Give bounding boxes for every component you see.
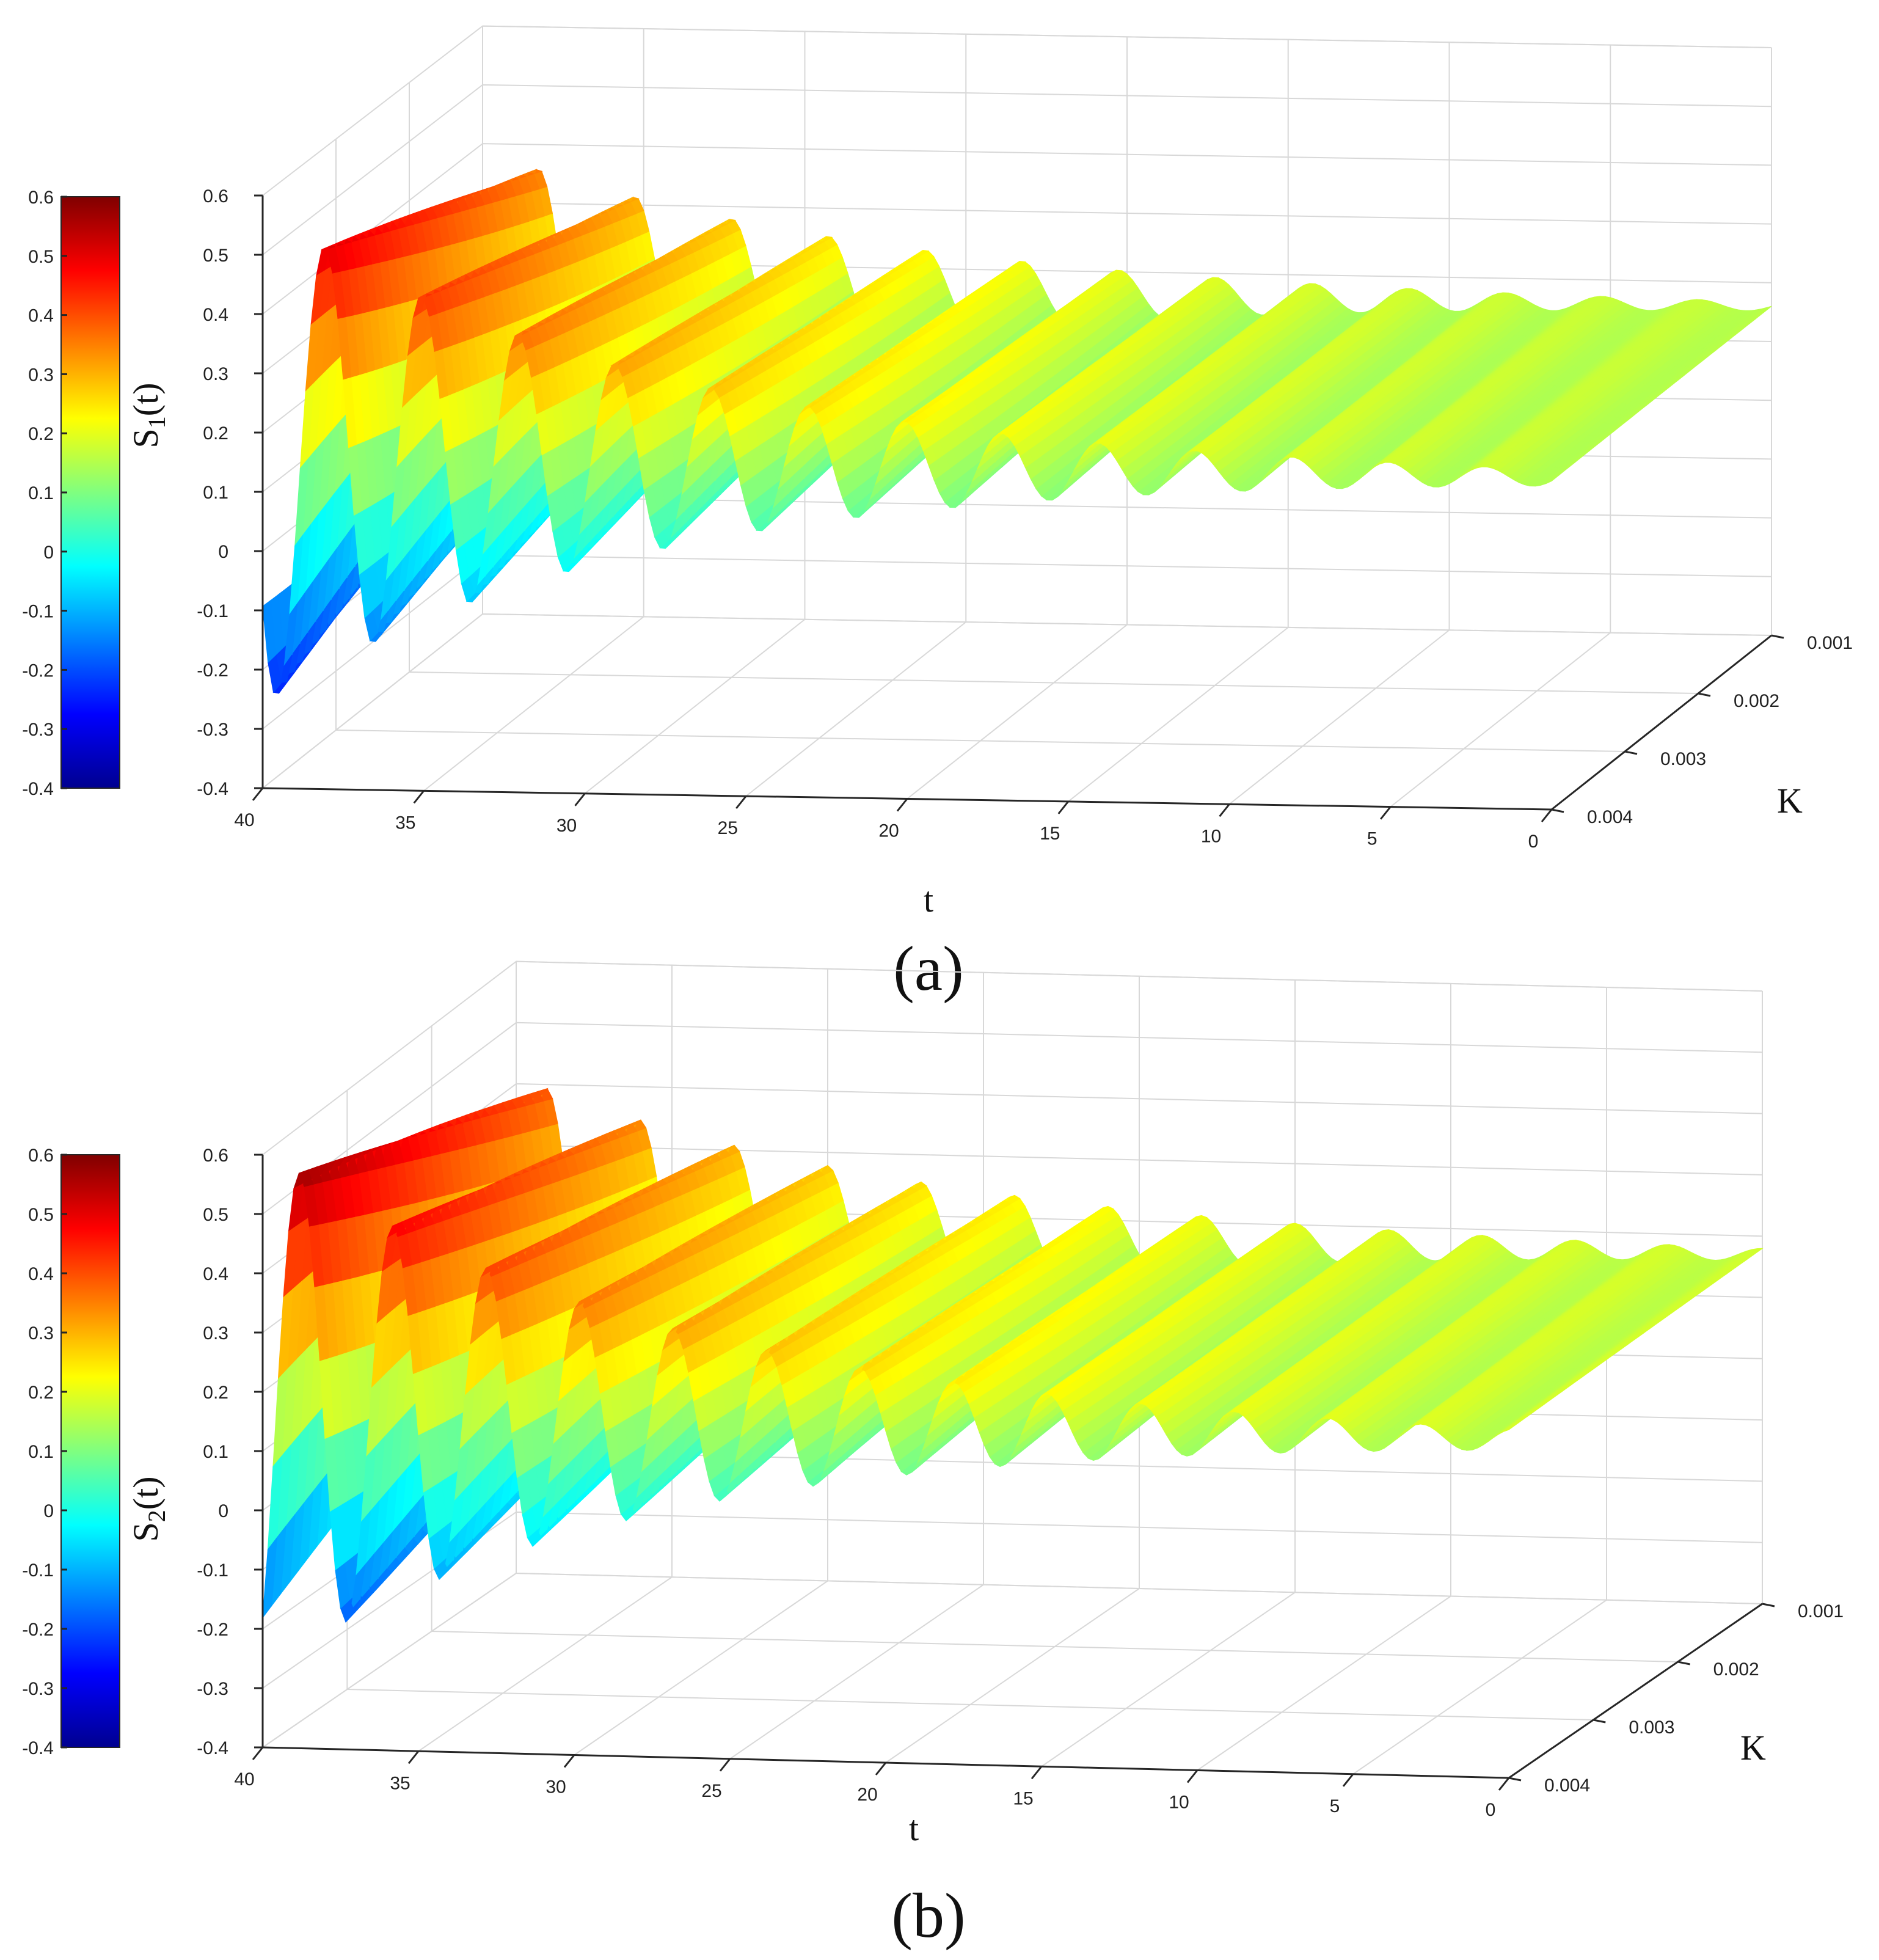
grid-t-floor-line (262, 613, 483, 789)
grid-z-line (262, 25, 1772, 196)
grid-t-floor-line (1228, 629, 1450, 805)
grid-t-floor-line (1390, 632, 1611, 808)
grid-t-floor-line (423, 616, 644, 792)
grid-t-floor-line (745, 621, 966, 797)
grid-k-floor-line (482, 613, 1772, 636)
panel-a: 0.60.50.40.30.20.10-0.1-0.2-0.3-0.440 35 3… (22, 25, 1853, 1004)
grid-top-edge (482, 25, 1772, 48)
grid-t-floor-line (907, 624, 1128, 800)
grid-t-floor-line (1068, 627, 1289, 802)
grid-k-floor-line (409, 671, 1699, 694)
grid-z-line (262, 613, 1772, 789)
surface-panel-a (262, 169, 1772, 694)
grid-k-floor-line (335, 730, 1625, 752)
grid-t-floor-line (584, 618, 806, 794)
